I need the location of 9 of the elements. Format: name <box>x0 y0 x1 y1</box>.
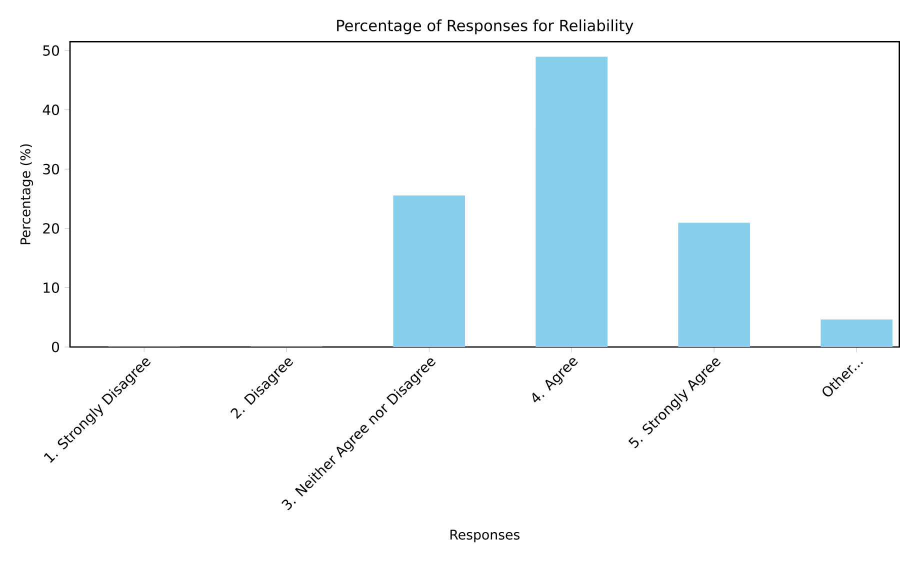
y-tick-label: 30 <box>43 164 60 174</box>
y-tick-label: 50 <box>43 45 60 56</box>
y-tick-label: 10 <box>44 282 60 293</box>
y-axis-title: Percentage (%) <box>20 144 34 244</box>
y-tick-label: 20 <box>43 223 60 234</box>
y-tick-label: 40 <box>42 104 60 116</box>
y-tick-label: 0 <box>52 342 60 352</box>
chart-title: Percentage of Responses for Reliability <box>337 19 634 34</box>
x-axis-title: Responses <box>450 530 520 542</box>
